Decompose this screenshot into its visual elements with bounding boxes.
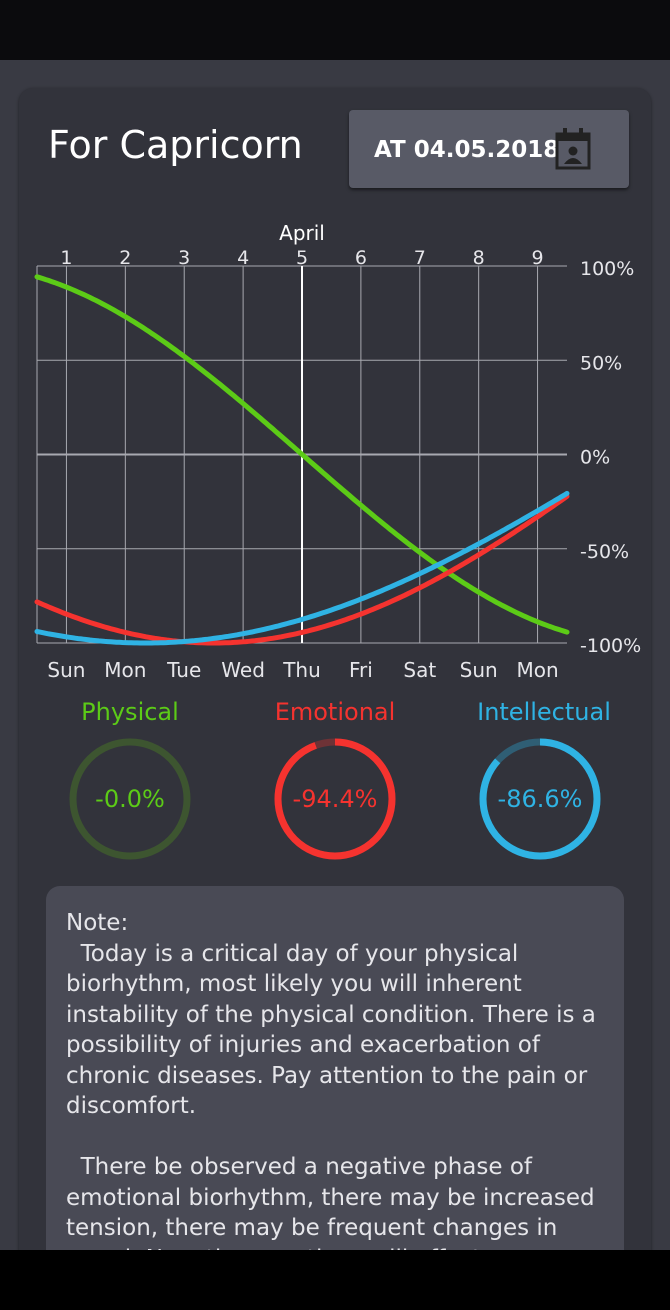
y-tick-label: 50%: [580, 352, 622, 374]
month-label: April: [279, 221, 325, 245]
weekday-label: Fri: [349, 658, 373, 682]
intellectual-value: -86.6%: [497, 785, 583, 813]
note-paragraph-physical: Today is a critical day of your physical…: [66, 940, 604, 1120]
emotional-line: [34, 493, 570, 646]
emotional-gauge-ring: [274, 738, 396, 860]
day-number-label: 3: [178, 247, 190, 269]
y-tick-label: -100%: [580, 635, 641, 657]
weekday-label: Mon: [104, 658, 146, 682]
y-tick-label: 0%: [580, 447, 610, 469]
calendar-person-icon: [555, 128, 591, 170]
day-number-label: 8: [473, 247, 485, 269]
physical-gauge: -0.0%: [68, 737, 192, 861]
physical-line: [34, 274, 570, 635]
biorhythm-chart: 100% 50% 0% -50% -100% 1 Sun 2 Mon 3 Tue 4 Wed 5 Thu 6 F…: [34, 221, 641, 682]
physical-value: -0.0%: [95, 785, 165, 813]
day-number-label: 1: [60, 247, 72, 269]
weekday-label: Sun: [460, 658, 498, 682]
note-heading: Note:: [66, 910, 129, 936]
day-number-label: 7: [414, 247, 426, 269]
physical-label: Physical: [81, 698, 179, 726]
day-number-label: 2: [119, 247, 131, 269]
chart-labels: 100% 50% 0% -50% -100% 1 Sun 2 Mon 3 Tue 4 Wed 5 Thu 6 F…: [47, 221, 641, 682]
weekday-label: Tue: [166, 658, 201, 682]
day-number-label: 4: [237, 247, 249, 269]
page-title: For Capricorn: [48, 123, 303, 167]
navigation-bar: [0, 1250, 670, 1310]
physical-gauge-ring: [69, 738, 191, 860]
y-tick-label: 100%: [580, 258, 634, 280]
day-number-label: 5: [296, 247, 308, 269]
intellectual-gauge-ring: [479, 738, 601, 860]
day-number-label: 6: [355, 247, 367, 269]
status-bar: [0, 0, 670, 60]
weekday-label: Sun: [47, 658, 85, 682]
chart-series: [34, 274, 570, 646]
intellectual-line: [34, 490, 570, 646]
weekday-label: Mon: [516, 658, 558, 682]
note-panel: Note: Today is a critical day of your ph…: [46, 886, 624, 1306]
emotional-label: Emotional: [274, 698, 396, 726]
weekday-label: Wed: [221, 658, 265, 682]
emotional-gauge: -94.4%: [273, 737, 397, 861]
select-date-button[interactable]: AT 04.05.2018: [349, 110, 629, 188]
weekday-label: Sat: [403, 658, 436, 682]
intellectual-label: Intellectual: [477, 698, 611, 726]
intellectual-gauge: -86.6%: [478, 737, 602, 861]
date-button-label: AT 04.05.2018: [374, 137, 560, 163]
weekday-label: Thu: [282, 658, 321, 682]
emotional-value: -94.4%: [292, 785, 378, 813]
y-tick-label: -50%: [580, 541, 629, 563]
day-number-label: 9: [532, 247, 544, 269]
